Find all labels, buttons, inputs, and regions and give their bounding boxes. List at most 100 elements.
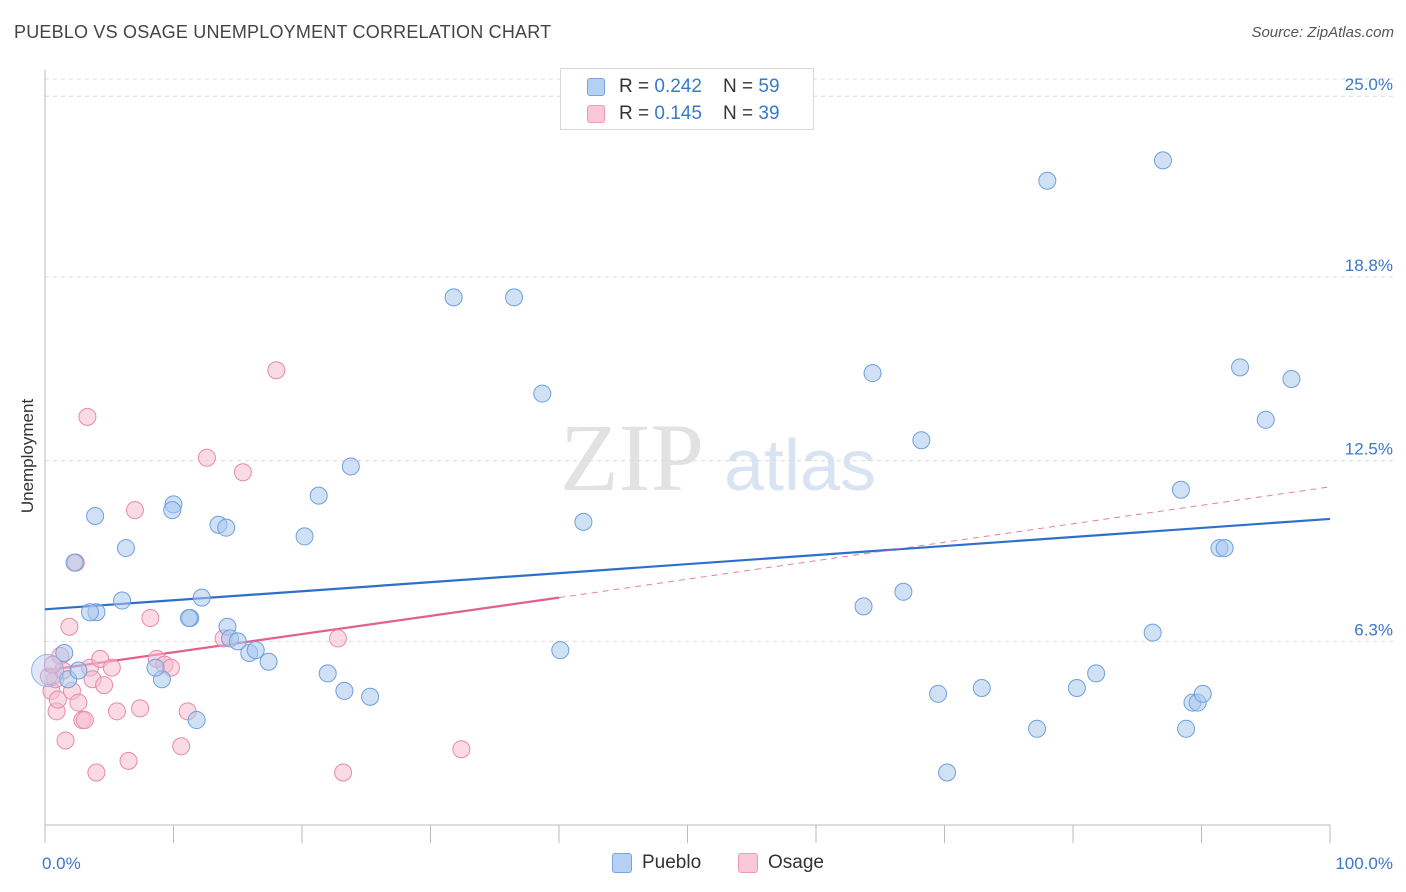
pueblo-r-value: 0.242: [654, 76, 702, 97]
osage-point: [141, 609, 160, 628]
pueblo-point: [1282, 369, 1301, 388]
pueblo-point: [574, 512, 593, 531]
osage-point: [95, 676, 114, 695]
osage-point: [56, 731, 75, 750]
osage-point: [197, 448, 216, 467]
pueblo-point: [444, 288, 463, 307]
pueblo-point: [1256, 410, 1275, 429]
pueblo-n-value: 59: [758, 76, 780, 97]
osage-point: [334, 763, 353, 782]
osage-point: [78, 407, 97, 426]
pueblo-swatch: [587, 78, 605, 96]
legend-pueblo-swatch: [612, 853, 632, 873]
watermark-zip: ZIP: [560, 404, 704, 511]
pueblo-n-label: N =: [723, 76, 759, 97]
pueblo-point: [295, 527, 314, 546]
pueblo-point: [1215, 539, 1234, 558]
osage-point: [328, 629, 347, 648]
pueblo-point: [361, 687, 380, 706]
osage-point: [452, 740, 471, 759]
watermark: ZIP atlas: [560, 404, 876, 511]
pueblo-point: [912, 431, 931, 450]
pueblo-point: [1231, 358, 1250, 377]
y-tick-label: 12.5%: [1345, 440, 1393, 459]
osage-point: [48, 690, 67, 709]
pueblo-point: [65, 553, 84, 572]
pueblo-point: [217, 518, 236, 537]
osage-point: [60, 617, 79, 636]
pueblo-point: [894, 582, 913, 601]
legend-pueblo-label: Pueblo: [642, 852, 702, 873]
pueblo-point: [938, 763, 957, 782]
pueblo-point: [228, 632, 247, 651]
pueblo-point: [1038, 171, 1057, 190]
pueblo-trend-line: [44, 517, 1331, 611]
watermark-atlas: atlas: [724, 426, 876, 506]
pueblo-point: [863, 364, 882, 383]
pueblo-point: [335, 681, 354, 700]
pueblo-point: [246, 641, 265, 660]
y-tick-label: 6.3%: [1354, 620, 1393, 639]
osage-point: [102, 658, 121, 677]
pueblo-point: [972, 678, 991, 697]
osage-point: [119, 751, 138, 770]
pueblo-point: [1028, 719, 1047, 738]
pueblo-point: [259, 652, 278, 671]
osage-trend-line: [44, 596, 560, 672]
pueblo-point: [1087, 664, 1106, 683]
pueblo-point: [309, 486, 328, 505]
pueblo-point: [179, 609, 198, 628]
pueblo-point: [1171, 480, 1190, 499]
osage-point: [131, 699, 150, 718]
chart-source: Source: ZipAtlas.com: [1251, 24, 1394, 41]
pueblo-point-large: [31, 654, 65, 688]
axes: [44, 70, 1331, 843]
pueblo-point: [1193, 684, 1212, 703]
legend-osage-label: Osage: [768, 852, 824, 873]
legend-osage-swatch: [738, 853, 758, 873]
osage-r-value: 0.145: [654, 103, 702, 124]
osage-point: [75, 711, 94, 730]
pueblo-point: [146, 658, 165, 677]
series-legend: Pueblo Osage: [0, 850, 1406, 878]
chart-title: PUEBLO VS OSAGE UNEMPLOYMENT CORRELATION…: [14, 22, 552, 42]
trend-lines: [44, 486, 1331, 672]
pueblo-point: [533, 384, 552, 403]
pueblo-point: [187, 711, 206, 730]
legend-item-osage[interactable]: Osage: [738, 852, 824, 874]
osage-point: [87, 763, 106, 782]
y-tick-label: 18.8%: [1345, 256, 1393, 275]
osage-point: [233, 463, 252, 482]
osage-n-value: 39: [758, 103, 780, 124]
osage-point: [267, 361, 286, 380]
pueblo-point: [854, 597, 873, 616]
pueblo-point: [55, 644, 74, 663]
y-tick-label: 25.0%: [1345, 75, 1393, 94]
pueblo-point: [551, 641, 570, 660]
pueblo-point: [1067, 678, 1086, 697]
pueblo-point: [86, 507, 105, 526]
osage-point: [125, 501, 144, 520]
pueblo-point: [318, 664, 337, 683]
stats-legend: R = 0.242 N = 59 R = 0.145 N = 39: [560, 68, 814, 130]
osage-point: [107, 702, 126, 721]
pueblo-point: [929, 684, 948, 703]
pueblo-point: [192, 588, 211, 607]
pueblo-point: [1153, 151, 1172, 170]
osage-r-label: R =: [619, 103, 655, 124]
pueblo-point: [341, 457, 360, 476]
tick-labels: 6.3% 12.5% 18.8% 25.0% 0.0% 100.0%: [42, 75, 1393, 873]
pueblo-point: [80, 603, 99, 622]
pueblo-point: [113, 591, 132, 610]
legend-item-pueblo[interactable]: Pueblo: [612, 852, 701, 874]
pueblo-r-label: R =: [619, 76, 655, 97]
pueblo-point: [163, 501, 182, 520]
osage-point: [69, 693, 88, 712]
osage-point: [43, 655, 62, 674]
osage-swatch: [587, 105, 605, 123]
x-tick-label: 100.0%: [1335, 854, 1393, 873]
pueblo-point: [69, 661, 88, 680]
grid-lines: [45, 78, 1395, 642]
osage-trend-extension: [558, 486, 1331, 599]
